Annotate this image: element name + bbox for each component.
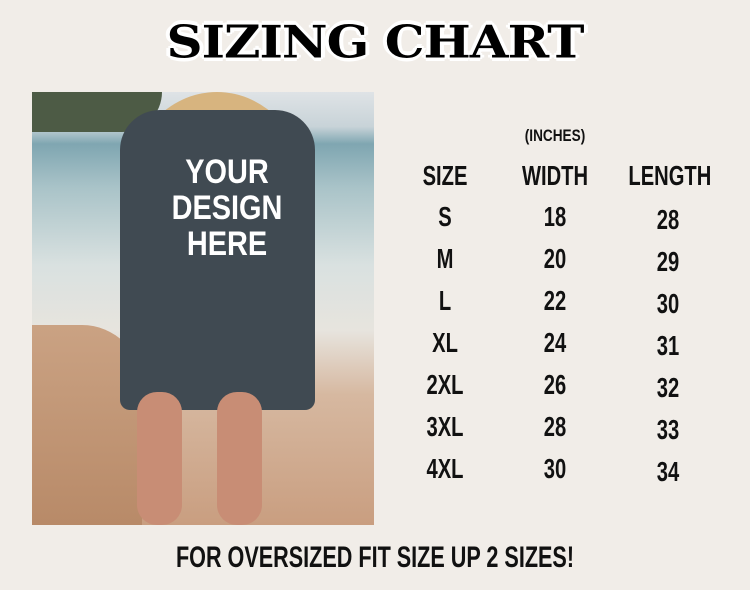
design-line: HERE [186, 225, 268, 263]
unit-label: (INCHES) [524, 126, 586, 145]
cell-length: 33 [656, 414, 680, 445]
cell-length: 32 [656, 372, 680, 403]
design-line: DESIGN [171, 189, 283, 227]
tshirt [120, 110, 315, 410]
cell-length: 28 [656, 204, 680, 235]
cell-size: 3XL [426, 411, 464, 442]
cell-size: 4XL [426, 453, 464, 484]
design-placeholder: YOUR DESIGN HERE [163, 154, 291, 262]
cell-size: M [436, 243, 454, 274]
cell-size: XL [432, 327, 458, 358]
cell-length: 29 [656, 246, 680, 277]
cell-length: 30 [656, 288, 680, 319]
photo-leg [137, 392, 182, 525]
cell-length: 31 [656, 330, 680, 361]
cell-width: 24 [543, 327, 567, 358]
page-title: SIZING CHART [166, 14, 585, 69]
cell-width: 18 [543, 201, 567, 232]
cell-width: 22 [543, 285, 567, 316]
cell-size: S [438, 201, 452, 232]
cell-width: 28 [543, 411, 567, 442]
design-line: YOUR [185, 153, 269, 191]
cell-width: 26 [543, 369, 567, 400]
model-photo: YOUR DESIGN HERE [32, 92, 374, 525]
header-length: LENGTH [628, 160, 712, 191]
header-width: WIDTH [521, 160, 589, 191]
cell-size: 2XL [426, 369, 464, 400]
header-size: SIZE [422, 160, 468, 191]
cell-width: 20 [543, 243, 567, 274]
cell-width: 30 [543, 453, 567, 484]
footer-note: FOR OVERSIZED FIT SIZE UP 2 SIZES! [175, 541, 575, 574]
cell-size: L [438, 285, 452, 316]
cell-length: 34 [656, 456, 680, 487]
photo-leg [217, 392, 262, 525]
